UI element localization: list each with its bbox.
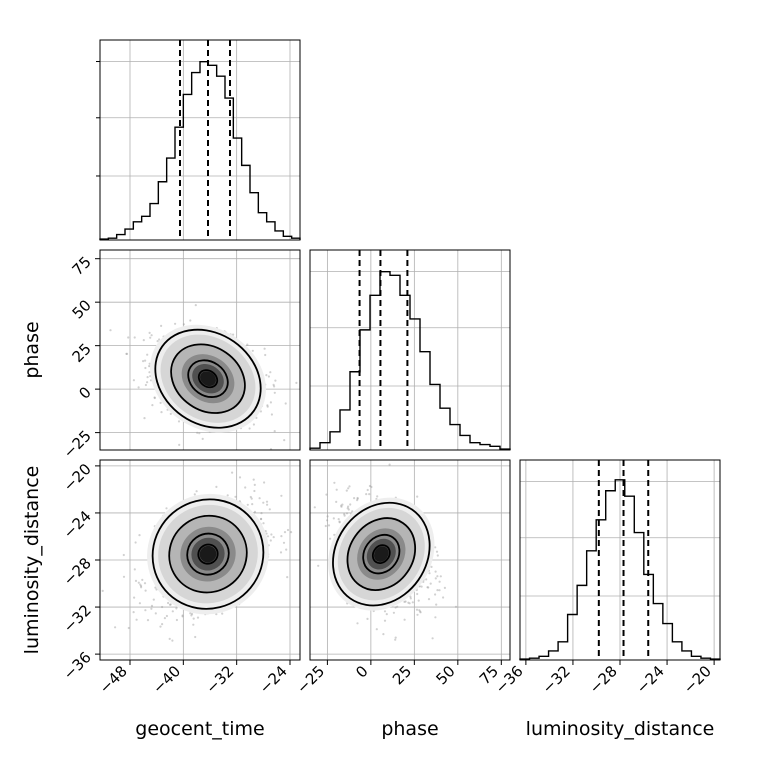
- x-tick-label: −40: [149, 662, 184, 697]
- x-tick-label: −32: [202, 662, 237, 697]
- histogram-panel-luminosity_distance: [519, 459, 721, 661]
- panel-frame: [309, 249, 511, 451]
- histogram-steps-luminosity_distance: [519, 479, 721, 660]
- x-tick-label: −32: [539, 662, 574, 697]
- x-tick-label: −24: [633, 662, 668, 697]
- y-tick-label: −20: [60, 460, 95, 495]
- x-tick-label: −24: [256, 662, 291, 697]
- density-cell: [199, 545, 217, 563]
- histogram-steps-phase: [309, 270, 511, 450]
- density-cell: [374, 546, 389, 562]
- histogram-panel-geocent_time: [96, 39, 301, 241]
- y-tick-label: 75: [69, 253, 95, 279]
- panel-frame: [99, 39, 301, 241]
- panel-frame: [309, 459, 511, 661]
- scatter-points: [109, 304, 298, 450]
- contour-line: [186, 532, 230, 576]
- y-tick-label: −32: [60, 601, 95, 636]
- panel-frame: [99, 249, 301, 451]
- scatter-panel-phase-luminosity_distance: [309, 459, 511, 661]
- y-tick-label: 0: [75, 383, 94, 402]
- y-tick-label: −36: [60, 648, 95, 683]
- x-tick-label: 50: [432, 662, 458, 688]
- histogram-steps-geocent_time: [99, 60, 301, 240]
- x-tick-label: −48: [96, 662, 131, 697]
- contour-line: [197, 369, 219, 389]
- x-tick-label: −20: [680, 662, 715, 697]
- y-tick-label: −24: [60, 507, 95, 542]
- contour-line: [170, 343, 246, 414]
- contour-line: [151, 498, 265, 610]
- contour-line: [168, 514, 248, 594]
- x-axis-label-geocent_time: geocent_time: [135, 718, 264, 740]
- x-axis-label-luminosity_distance: luminosity_distance: [526, 718, 715, 740]
- contour-line: [154, 328, 262, 429]
- x-tick-label: 25: [389, 662, 415, 688]
- density-cell: [200, 371, 216, 387]
- contour-line: [362, 533, 401, 575]
- y-axis-label-phase: phase: [21, 321, 43, 378]
- y-tick-label: −25: [60, 427, 95, 462]
- y-tick-label: 25: [69, 340, 95, 366]
- x-tick-label: 0: [352, 662, 371, 681]
- histogram-panel-phase: [309, 249, 511, 451]
- x-tick-label: −28: [586, 662, 621, 697]
- scatter-points: [101, 471, 293, 642]
- x-tick-label: −25: [293, 662, 328, 697]
- contour-line: [187, 359, 229, 398]
- y-tick-label: 50: [69, 296, 95, 322]
- x-tick-label: −36: [492, 662, 527, 697]
- x-axis-label-phase: phase: [381, 718, 438, 740]
- contour-line: [346, 517, 417, 591]
- scatter-panel-geocent_time-luminosity_distance: [99, 459, 301, 661]
- contour-line: [332, 501, 431, 607]
- contour-line: [371, 544, 391, 565]
- y-tick-label: −28: [60, 554, 95, 589]
- scatter-panel-geocent_time-phase: [99, 249, 301, 451]
- scatter-points: [313, 463, 458, 641]
- contour-line: [197, 543, 219, 565]
- y-axis-label-luminosity_distance: luminosity_distance: [21, 466, 43, 655]
